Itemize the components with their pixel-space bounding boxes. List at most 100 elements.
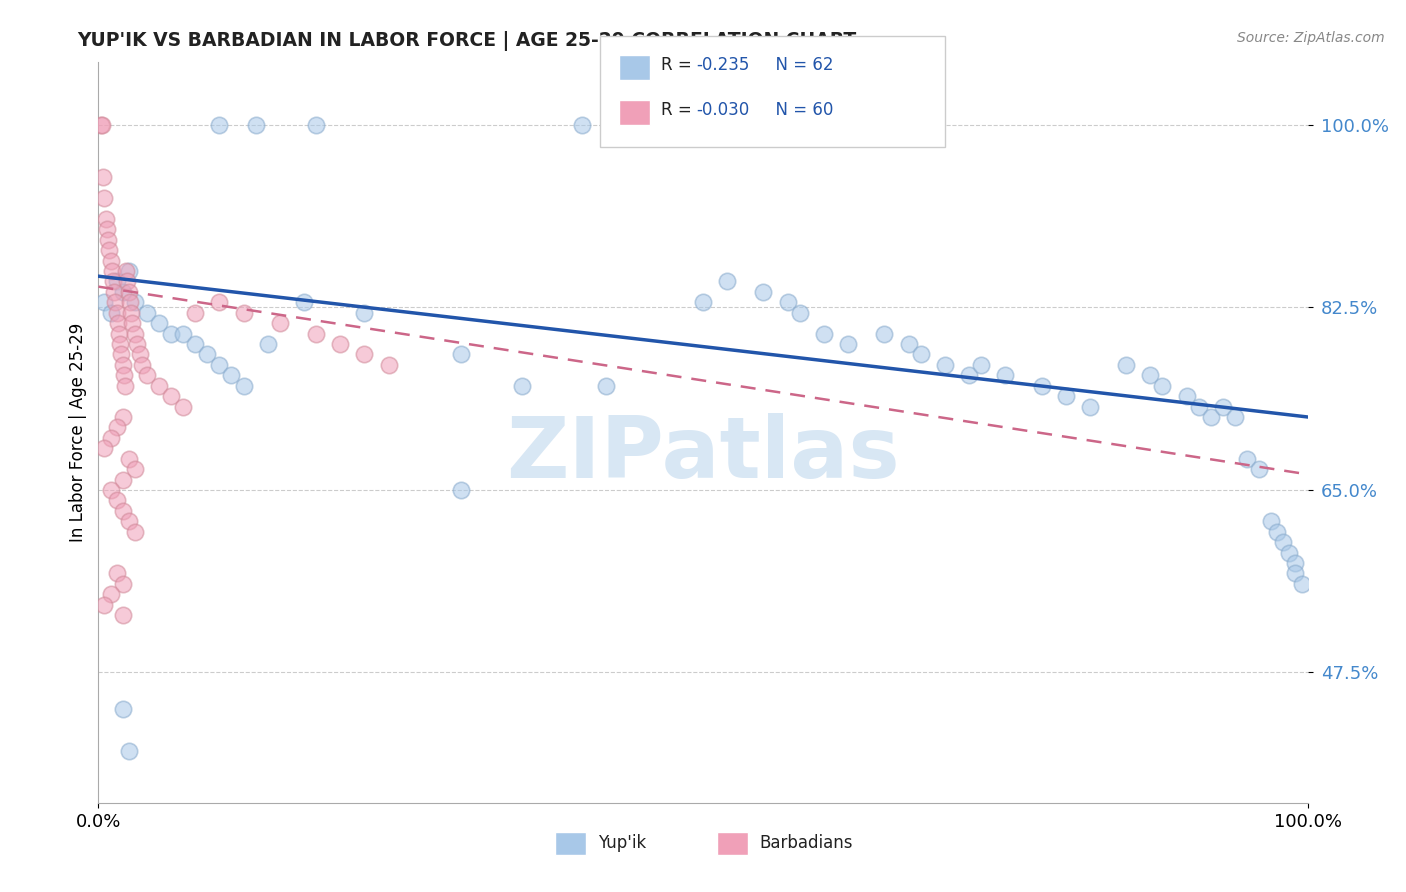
Point — [172, 400, 194, 414]
Point — [595, 378, 617, 392]
Point — [100, 264, 122, 278]
Point — [105, 566, 128, 581]
Point — [120, 306, 142, 320]
Point — [1188, 400, 1211, 414]
Point — [111, 702, 134, 716]
Point — [813, 326, 835, 341]
Point — [377, 358, 399, 372]
Point — [148, 316, 170, 330]
Point — [111, 577, 134, 591]
Point — [135, 306, 157, 320]
Point — [245, 118, 267, 132]
Point — [117, 274, 139, 288]
Point — [934, 358, 956, 372]
Point — [97, 233, 120, 247]
Point — [105, 306, 128, 320]
Point — [93, 598, 115, 612]
Point — [101, 274, 124, 288]
Point — [100, 253, 122, 268]
Point — [1175, 389, 1198, 403]
Text: Source: ZipAtlas.com: Source: ZipAtlas.com — [1237, 31, 1385, 45]
Text: YUP'IK VS BARBADIAN IN LABOR FORCE | AGE 25-29 CORRELATION CHART: YUP'IK VS BARBADIAN IN LABOR FORCE | AGE… — [77, 31, 856, 51]
Point — [124, 524, 146, 539]
Point — [1260, 514, 1282, 528]
Point — [124, 295, 146, 310]
Point — [98, 243, 121, 257]
Point — [1212, 400, 1234, 414]
Point — [269, 316, 291, 330]
Point — [96, 222, 118, 236]
Text: R =: R = — [661, 56, 697, 74]
Point — [108, 326, 131, 341]
Text: -0.235: -0.235 — [696, 56, 749, 74]
Point — [148, 378, 170, 392]
Point — [124, 462, 146, 476]
Point — [1291, 577, 1313, 591]
Point — [292, 295, 315, 310]
Point — [1078, 400, 1101, 414]
Point — [353, 306, 375, 320]
Point — [91, 118, 114, 132]
Point — [994, 368, 1017, 383]
Text: ZIPatlas: ZIPatlas — [506, 413, 900, 496]
Point — [172, 326, 194, 341]
Point — [184, 306, 207, 320]
Point — [897, 337, 920, 351]
Text: -0.030: -0.030 — [696, 101, 749, 119]
Point — [93, 295, 115, 310]
Point — [837, 337, 859, 351]
Point — [111, 358, 134, 372]
Point — [90, 118, 112, 132]
Point — [114, 378, 136, 392]
Point — [111, 285, 134, 299]
Point — [108, 337, 131, 351]
Point — [1284, 566, 1306, 581]
Point — [873, 326, 896, 341]
Point — [100, 587, 122, 601]
Point — [450, 483, 472, 497]
Point — [1272, 535, 1295, 549]
Point — [104, 295, 127, 310]
Point — [100, 483, 122, 497]
Point — [789, 306, 811, 320]
Point — [256, 337, 278, 351]
Point — [127, 337, 149, 351]
Point — [124, 326, 146, 341]
Point — [910, 347, 932, 361]
Point — [105, 420, 128, 434]
Point — [1249, 462, 1271, 476]
Point — [1115, 358, 1137, 372]
Point — [100, 431, 122, 445]
Point — [1199, 409, 1222, 424]
Point — [160, 326, 183, 341]
Point — [131, 358, 153, 372]
Point — [970, 358, 993, 372]
Point — [305, 118, 328, 132]
Text: R =: R = — [661, 101, 697, 119]
Point — [305, 326, 328, 341]
Point — [111, 504, 134, 518]
Point — [118, 295, 141, 310]
Point — [208, 358, 231, 372]
Point — [118, 451, 141, 466]
Point — [208, 295, 231, 310]
Point — [221, 368, 243, 383]
Point — [111, 608, 134, 623]
Point — [94, 211, 117, 226]
Point — [135, 368, 157, 383]
Text: Barbadians: Barbadians — [759, 834, 853, 853]
Point — [118, 744, 141, 758]
Point — [716, 274, 738, 288]
Point — [450, 347, 472, 361]
Point — [329, 337, 352, 351]
Point — [105, 493, 128, 508]
Text: N = 62: N = 62 — [765, 56, 834, 74]
Point — [692, 295, 714, 310]
Point — [510, 378, 533, 392]
Point — [93, 191, 115, 205]
Point — [1139, 368, 1161, 383]
Point — [105, 274, 128, 288]
Point — [353, 347, 375, 361]
Point — [184, 337, 207, 351]
Point — [1152, 378, 1174, 392]
